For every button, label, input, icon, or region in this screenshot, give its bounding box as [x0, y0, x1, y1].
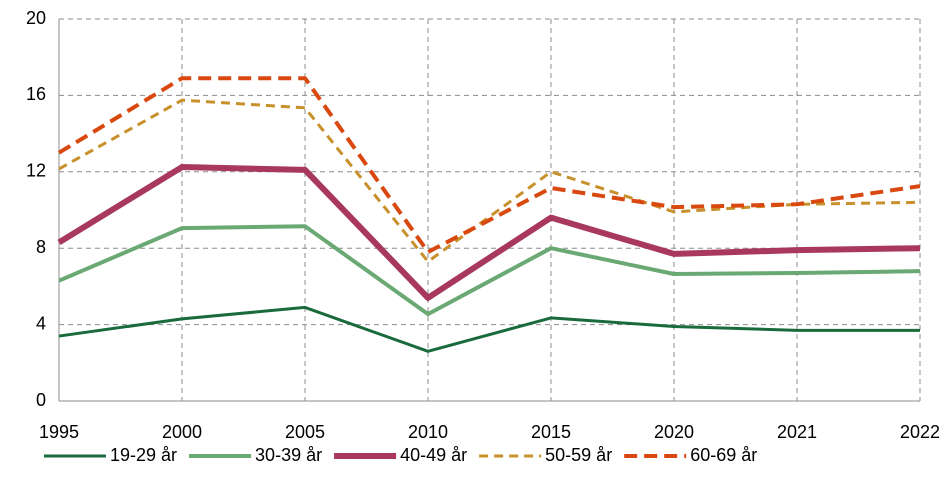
series-line: [58, 305, 920, 353]
y-tick-label: 4: [36, 313, 46, 333]
legend-label: 60-69 år: [690, 445, 757, 465]
legend-label: 30-39 år: [255, 445, 322, 465]
x-tick-label: 2022: [900, 422, 940, 442]
series-line: [57, 76, 921, 255]
y-tick-label: 0: [36, 390, 46, 410]
y-tick-label: 16: [26, 84, 46, 104]
x-tick-label: 2010: [408, 422, 448, 442]
x-tick-label: 2000: [162, 422, 202, 442]
x-tick-label: 2015: [531, 422, 571, 442]
y-tick-label: 20: [26, 8, 46, 28]
legend-label: 40-49 år: [400, 445, 467, 465]
x-tick-label: 2021: [777, 422, 817, 442]
x-tick-label: 1995: [39, 422, 79, 442]
series-line: [58, 98, 921, 264]
y-tick-label: 8: [36, 237, 46, 257]
y-tick-label: 12: [26, 161, 46, 181]
legend-label: 19-29 år: [110, 445, 177, 465]
x-tick-label: 2005: [285, 422, 325, 442]
legend-label: 50-59 år: [545, 445, 612, 465]
series-line: [58, 224, 921, 317]
x-tick-label: 2020: [654, 422, 694, 442]
series-line: [57, 164, 921, 301]
